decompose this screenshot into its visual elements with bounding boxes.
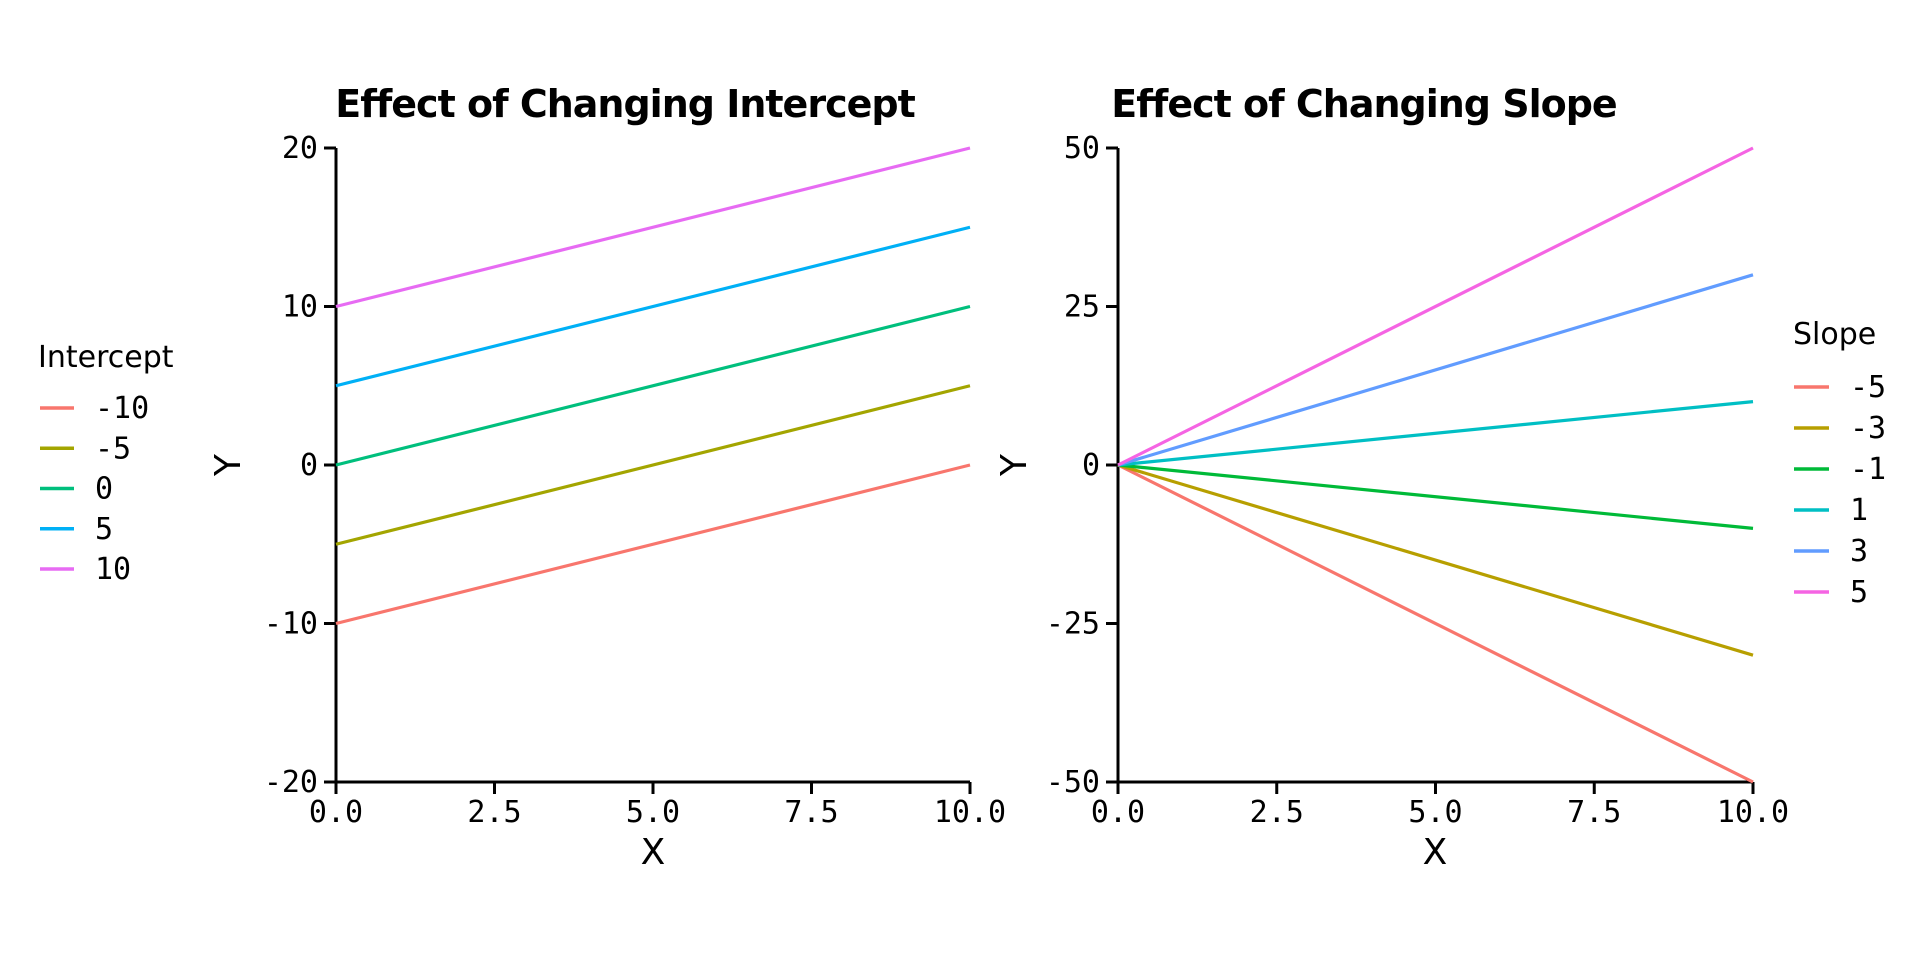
legend: Slope -5 -3 -1 1 3 5 [1793,317,1886,610]
legend: Intercept -10 -5 0 5 10 [38,340,174,587]
legend-label: 5 [95,512,113,547]
y-tick-label: 25 [1064,290,1100,325]
x-tick-label: 2.5 [467,795,521,830]
x-tick-label: 2.5 [1250,795,1304,830]
y-tick-label: 50 [1064,131,1100,166]
y-tick-label: 0 [300,448,318,483]
y-tick-label: 10 [282,290,318,325]
y-tick-label: -25 [1046,607,1100,642]
series-line [335,304,971,467]
legend-label: -5 [95,431,131,466]
y-tick-label: 0 [1082,448,1100,483]
panel-slope: Effect of Changing Slope -50 -25 0 25 50 0.0 2.… [994,82,1886,873]
legend-label: 1 [1850,493,1868,528]
panel-title: Effect of Changing Slope [1111,82,1616,126]
x-tick-label: 0.0 [1091,795,1145,830]
series-line [1117,146,1754,467]
x-tick-label: 10.0 [934,795,1006,830]
legend-label: -5 [1850,370,1886,405]
y-axis-label: Y [994,453,1035,477]
series-line [1117,463,1754,530]
axis-spine [1116,148,1753,784]
series-line [335,225,971,388]
legend-label: -1 [1850,452,1886,487]
legend-label: -10 [95,391,149,426]
panel-title: Effect of Changing Intercept [335,82,915,126]
legend-label: 5 [1850,575,1868,610]
y-tick-label: -10 [264,607,318,642]
legend-title: Slope [1793,317,1876,352]
series-line [335,146,971,309]
legend-label: 3 [1850,534,1868,569]
x-tick-label: 10.0 [1717,795,1789,830]
y-tick-label: -50 [1046,765,1100,800]
legend-label: 10 [95,552,131,587]
legend-label: 0 [95,472,113,507]
series-line [335,463,971,626]
x-tick-label: 5.0 [1408,795,1462,830]
series-line [1117,273,1754,467]
panel-intercept: Effect of Changing Intercept -20 -10 0 10 20 0… [38,82,1006,873]
series-line [335,384,971,546]
x-tick-label: 7.5 [1567,795,1621,830]
x-tick-label: 5.0 [626,795,680,830]
y-axis-label: Y [208,453,249,477]
legend-title: Intercept [38,340,174,375]
series-line [1117,463,1754,657]
y-tick-label: -20 [264,765,318,800]
series-line [1117,400,1754,467]
x-axis-label: X [641,832,666,873]
x-axis-label: X [1423,832,1448,873]
legend-label: -3 [1850,411,1886,446]
y-tick-label: 20 [282,131,318,166]
series-line [1117,463,1754,784]
x-tick-label: 0.0 [309,795,363,830]
x-tick-label: 7.5 [784,795,838,830]
